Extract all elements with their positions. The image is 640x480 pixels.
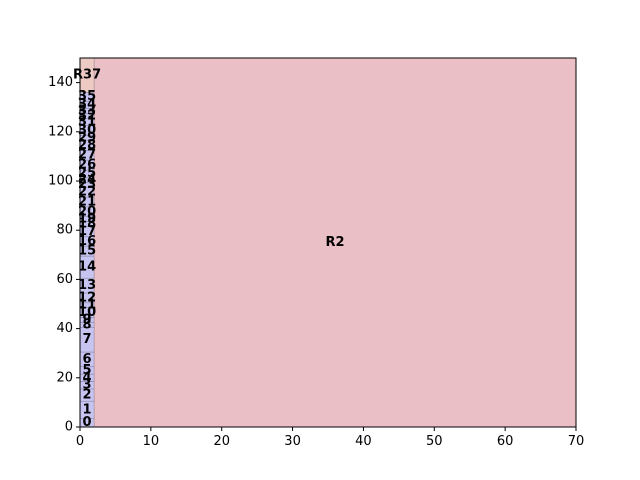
treemap-cell-label: 23 [78, 177, 96, 192]
treemap-cell-label: 4 [83, 370, 92, 385]
treemap-cell-label: 24 [78, 172, 96, 187]
treemap-cell-label: 2 [83, 388, 92, 403]
x-tick-label: 70 [568, 434, 585, 449]
treemap-cell-label: 35 [78, 89, 96, 104]
treemap-cell-label: 7 [83, 332, 92, 347]
y-tick-label: 60 [56, 272, 73, 287]
treemap-cell-label: 5 [83, 363, 92, 378]
treemap-cell-label: 12 [78, 290, 96, 305]
treemap-cell [93, 57, 577, 428]
treemap-cell-label: 30 [78, 123, 96, 138]
x-tick-label: 60 [497, 434, 514, 449]
x-axis: 0 10 20 30 40 50 60 70 [76, 427, 584, 449]
x-tick-label: 20 [213, 434, 230, 449]
treemap-cell-label: 28 [78, 138, 96, 153]
treemap-cell-label: 20 [78, 204, 96, 219]
treemap-cell-label: 34 [78, 97, 96, 112]
y-tick-label: 40 [56, 321, 73, 336]
treemap-cell-label: 31 [78, 114, 96, 129]
x-tick-label: 50 [426, 434, 443, 449]
treemap-cell-label: 14 [78, 260, 96, 275]
treemap-cell-label: 27 [78, 148, 96, 163]
treemap-cell-label: 17 [78, 224, 96, 239]
treemap-cell-label: 22 [78, 185, 96, 200]
treemap-cell-label: 6 [83, 352, 92, 367]
treemap-cell-label: 32 [78, 108, 96, 123]
treemap-cell-label: 29 [78, 130, 96, 145]
y-tick-label: 140 [48, 75, 73, 90]
y-tick-label: 0 [65, 420, 73, 435]
treemap-cell-label: 0 [83, 415, 92, 430]
treemap-cell-label: 15 [78, 244, 96, 259]
treemap-cell-label: 19 [78, 212, 96, 227]
treemap-cell-label: 3 [83, 378, 92, 393]
treemap-cell-label: 9 [83, 312, 92, 327]
treemap-cell-label: 25 [78, 166, 96, 181]
treemap-cells [79, 57, 577, 428]
treemap-cell-label: 1 [83, 402, 92, 417]
treemap-cell-label: 11 [78, 298, 96, 313]
treemap-cell-label: R2 [326, 235, 345, 250]
treemap-cell-label: 13 [78, 278, 96, 293]
treemap-cell-label: 8 [83, 317, 92, 332]
y-tick-label: 80 [56, 223, 73, 238]
y-tick-label: 20 [56, 370, 73, 385]
treemap-cell-label: 16 [78, 234, 96, 249]
plot-frame [79, 57, 577, 428]
y-tick-label: 120 [48, 124, 73, 139]
x-tick-label: 10 [143, 434, 160, 449]
treemap-cell-label: 21 [78, 194, 96, 209]
treemap-cell-label: 33 [78, 103, 96, 118]
x-tick-label: 30 [284, 434, 301, 449]
treemap-cell-label: 26 [78, 158, 96, 173]
treemap-cell-label: 18 [78, 217, 96, 232]
treemap-cell-labels: 0123456789101112131415161718192021222324… [73, 68, 345, 430]
treemap-cell-label: R37 [73, 68, 101, 83]
y-tick-label: 100 [48, 174, 73, 189]
x-tick-label: 40 [355, 434, 372, 449]
x-tick-label: 0 [76, 434, 84, 449]
treemap-cell-label: 10 [78, 305, 96, 320]
y-axis: 0 20 40 60 80 100 120 140 [48, 75, 80, 435]
